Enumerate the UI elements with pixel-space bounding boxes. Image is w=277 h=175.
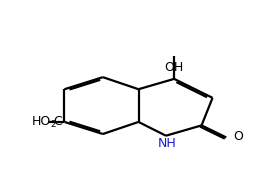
Text: OH: OH: [165, 61, 184, 74]
Text: HO: HO: [32, 115, 51, 128]
Text: O: O: [233, 130, 243, 143]
Text: 2: 2: [50, 120, 56, 129]
Text: NH: NH: [158, 137, 177, 150]
Text: C: C: [53, 115, 62, 128]
